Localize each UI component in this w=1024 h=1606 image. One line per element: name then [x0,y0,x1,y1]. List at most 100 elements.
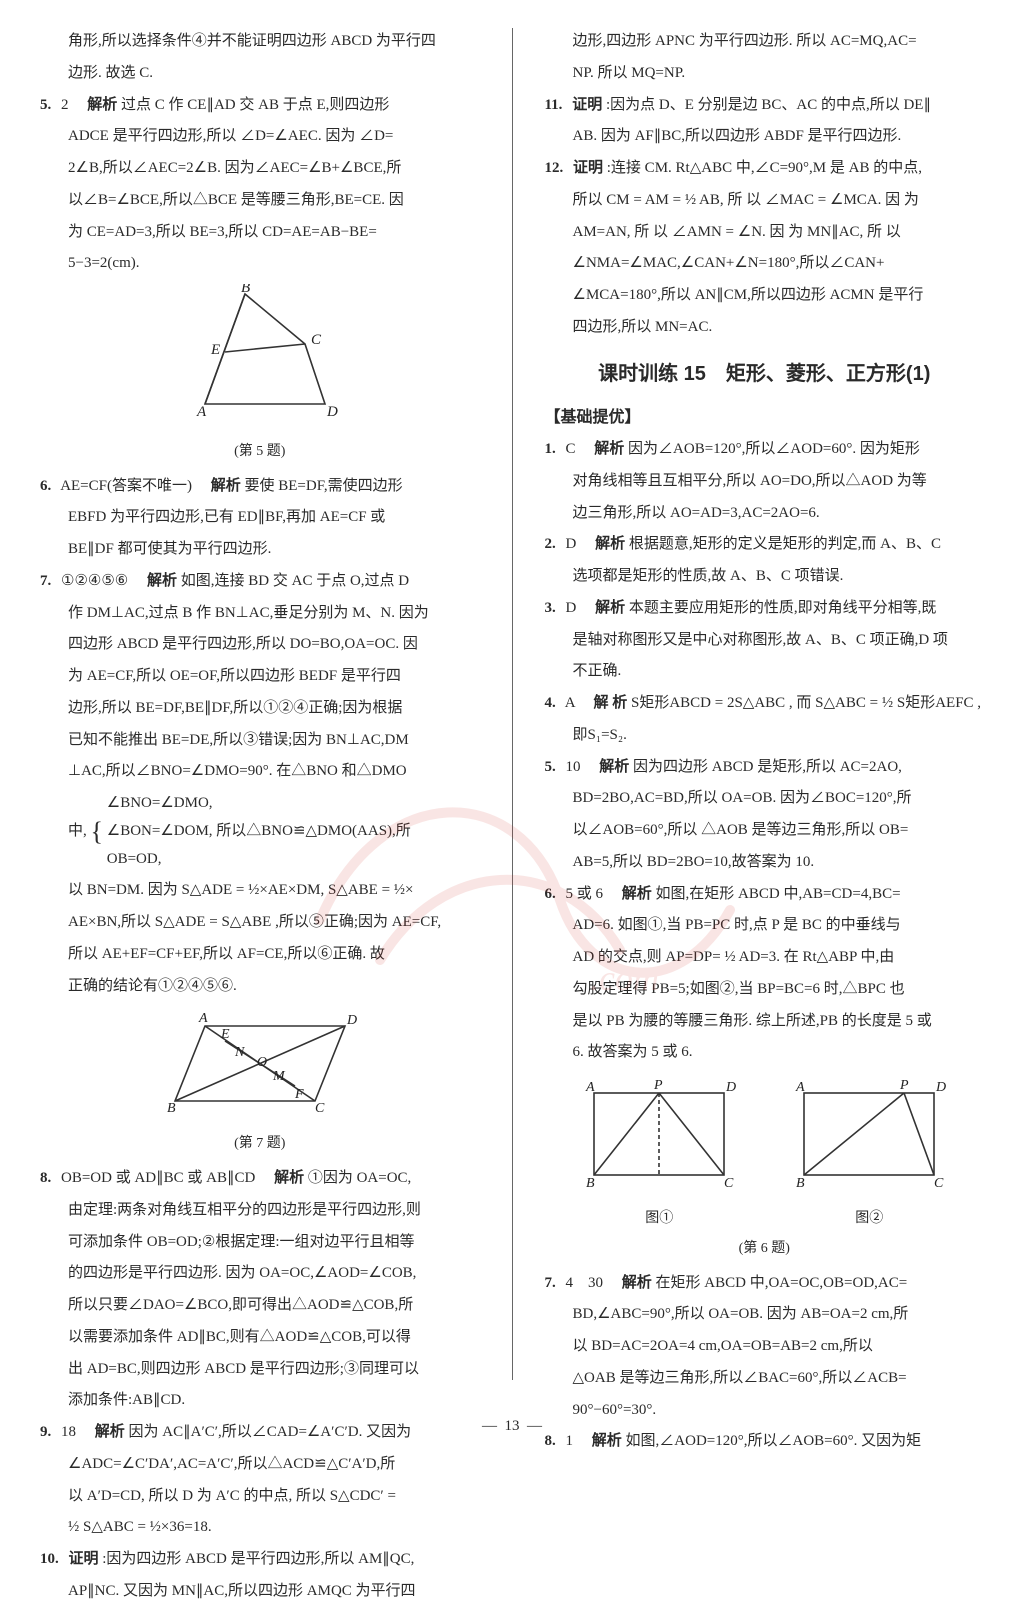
q-ans: ①②④⑤⑥ [61,573,128,589]
figure-5: A B C D E [40,284,480,435]
text: 选项都是矩形的性质,故 A、B、C 项错误. [545,563,985,591]
text: ∠NMA=∠MAC,∠CAN+∠N=180°,所以∠CAN+ [545,250,985,278]
brace-icon: { [91,824,103,840]
r7: 7. 4 30 解析 在矩形 ABCD 中,OA=OC,OB=OD,AC= [545,1270,985,1298]
text: 因为∠AOB=120°,所以∠AOD=60°. 因为矩形 [628,441,920,457]
text: 以∠B=∠BCE,所以△BCE 是等腰三角形,BE=CE. 因 [40,187,480,215]
text: 的四边形是平行四边形. 因为 OA=OC,∠AOD=∠COB, [40,1260,480,1288]
text: 不正确. [545,658,985,686]
text: ∠ADC=∠C′DA′,AC=A′C′,所以△ACD≌△C′A′D,所 [40,1451,480,1479]
text: 以∠AOB=60°,所以 △AOB 是等边三角形,所以 OB= [545,817,985,845]
svg-text:O: O [257,1055,267,1070]
text: 本题主要应用矩形的性质,即对角线平分相等,既 [629,600,937,616]
text: ADCE 是平行四边形,所以 ∠D=∠AEC. 因为 ∠D= [40,123,480,151]
figure-6a: A B C D P 图① [574,1073,744,1232]
r3: 3. D 解析 本题主要应用矩形的性质,即对角线平分相等,既 [545,595,985,623]
kw: 解析 [599,759,629,775]
text: 在矩形 ABCD 中,OA=OC,OB=OD,AC= [656,1275,908,1291]
text: 因为四边形 ABCD 是矩形,所以 AC=2AO, [633,759,902,775]
figure-7: A B C D E F M N O [40,1006,480,1127]
svg-text:A: A [795,1080,805,1095]
text: 过点 C 作 CE∥AD 交 AB 于点 E,则四边形 [121,97,389,113]
q-num: 3. [545,600,556,616]
figure-6-pair: A B C D P 图① A [545,1073,985,1232]
text: AB=5,所以 BD=2BO=10,故答案为 10. [545,849,985,877]
svg-text:A: A [585,1080,595,1095]
svg-text:B: B [241,284,250,296]
text: 为 CE=AD=3,所以 BE=3,所以 CD=AE=AB−BE= [40,219,480,247]
text: 是以 PB 为腰的等腰三角形. 综上所述,PB 的长度是 5 或 [545,1008,985,1036]
q-ans: A [565,695,575,711]
text: EBFD 为平行四边形,已有 ED∥BF,再加 AE=CF 或 [40,504,480,532]
text: 要使 BE=DF,需使四边形 [245,478,403,494]
kw: 解析 [622,886,652,902]
text: 5−3=2(cm). [40,250,480,278]
column-divider [512,28,513,1380]
q7: 7. ①②④⑤⑥ 解析 如图,连接 BD 交 AC 于点 O,过点 D [40,568,480,596]
q-ans: D [566,600,577,616]
fig-label: 图① [574,1206,744,1232]
cont-text: NP. 所以 MQ=NP. [545,60,985,88]
text: ⊥AC,所以∠BNO=∠DMO=90°. 在△BNO 和△DMO [40,758,480,786]
kw: 解析 [622,1275,652,1291]
q11: 11. 证明 :因为点 D、E 分别是边 BC、AC 的中点,所以 DE∥ [545,92,985,120]
q-ans: D [566,536,577,552]
text: 勾股定理得 PB=5;如图②,当 BP=BC=6 时,△BPC 也 [545,976,985,1004]
svg-text:D: D [935,1080,946,1095]
q-ans: 10 [566,759,581,775]
svg-text:P: P [899,1078,909,1093]
q-num: 6. [40,478,51,494]
kw: 解析 [274,1170,304,1186]
text: 可添加条件 OB=OD;②根据定理:一组对边平行且相等 [40,1229,480,1257]
text: ½ S△ABC = ½×36=18. [40,1514,480,1542]
svg-text:C: C [311,332,322,348]
text: :因为点 D、E 分别是边 BC、AC 的中点,所以 DE∥ [606,97,931,113]
fig-label: 图② [784,1206,954,1232]
subhead: 【基础提优】 [545,403,985,433]
text: 即S₁=S₂. [545,722,985,750]
text: 添加条件:AB∥CD. [40,1387,480,1415]
q-num: 7. [40,573,51,589]
svg-text:N: N [234,1045,245,1060]
svg-text:M: M [272,1069,286,1084]
text: :因为四边形 ABCD 是平行四边形,所以 AM∥QC, [102,1551,414,1567]
svg-text:C: C [934,1176,944,1191]
sys-row: ∠BNO=∠DMO, [107,790,411,818]
q-num: 11. [545,97,563,113]
q-num: 1. [545,441,556,457]
dash-icon: — [482,1418,497,1434]
svg-text:A: A [196,404,207,420]
kw: 证明 [69,1551,99,1567]
eq-system: 中, { ∠BNO=∠DMO, ∠BON=∠DOM, 所以△BNO≌△DMO(A… [40,790,480,873]
text: 6. 故答案为 5 或 6. [545,1039,985,1067]
q-num: 5. [545,759,556,775]
q-num: 4. [545,695,556,711]
text: 所以 CM = AM = ½ AB, 所 以 ∠MAC = ∠MCA. 因 为 [545,187,985,215]
text: 对角线相等且互相平分,所以 AO=DO,所以△AOD 为等 [545,468,985,496]
text: 如图,∠AOD=120°,所以∠AOB=60°. 又因为矩 [626,1433,922,1449]
q-num: 8. [40,1170,51,1186]
r6: 6. 5 或 6 解析 如图,在矩形 ABCD 中,AB=CD=4,BC= [545,881,985,909]
r4: 4. A 解 析 S矩形ABCD = 2S△ABC , 而 S△ABC = ½ … [545,690,985,718]
right-column: 边形,四边形 APNC 为平行四边形. 所以 AC=MQ,AC= NP. 所以 … [545,28,985,1380]
q-ans: OB=OD 或 AD∥BC 或 AB∥CD [61,1170,255,1186]
svg-text:D: D [725,1080,736,1095]
q-ans: AE=CF(答案不唯一) [60,478,192,494]
text: 由定理:两条对角线互相平分的四边形是平行四边形,则 [40,1197,480,1225]
figure-6b: A B C D P 图② [784,1073,954,1232]
text: 中, [68,823,87,839]
kw: 证明 [573,160,603,176]
text: 四边形 ABCD 是平行四边形,所以 DO=BO,OA=OC. 因 [40,631,480,659]
text: 边形,所以 BE=DF,BE∥DF,所以①②④正确;因为根据 [40,695,480,723]
text: BD,∠ABC=90°,所以 OA=OB. 因为 AB=OA=2 cm,所 [545,1301,985,1329]
svg-text:A: A [198,1011,208,1026]
text: AE×BN,所以 S△ADE = S△ABE ,所以⑤正确;因为 AE=CF, [40,909,480,937]
svg-text:B: B [796,1176,805,1191]
r1: 1. C 解析 因为∠AOB=120°,所以∠AOD=60°. 因为矩形 [545,436,985,464]
fig6-caption: (第 6 题) [545,1236,985,1262]
text: BD=2BO,AC=BD,所以 OA=OB. 因为∠BOC=120°,所 [545,785,985,813]
q-num: 2. [545,536,556,552]
cont-text: 边形. 故选 C. [40,60,480,88]
text: 已知不能推出 BE=DE,所以③错误;因为 BN⊥AC,DM [40,727,480,755]
section-title: 课时训练 15 矩形、菱形、正方形(1) [545,356,985,393]
